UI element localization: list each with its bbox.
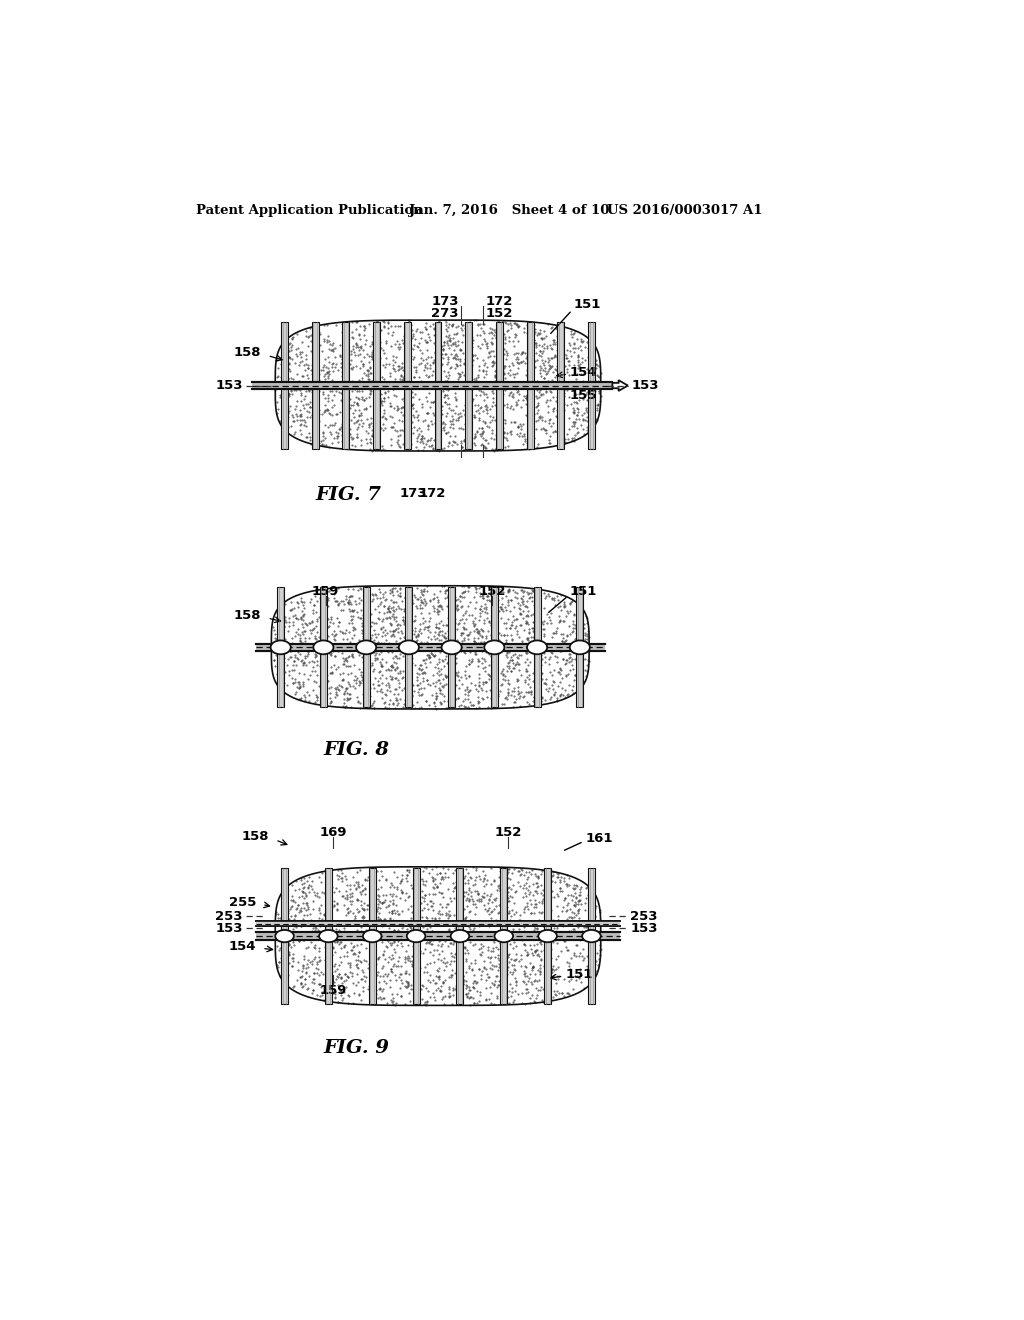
Text: FIG. 9: FIG. 9: [324, 1039, 389, 1057]
Bar: [526, 322, 534, 449]
Ellipse shape: [270, 640, 291, 655]
Ellipse shape: [583, 929, 601, 942]
Bar: [256, 921, 621, 927]
Bar: [281, 322, 288, 449]
Bar: [252, 381, 612, 389]
Bar: [457, 869, 464, 1003]
Ellipse shape: [451, 929, 469, 942]
Text: Patent Application Publication: Patent Application Publication: [197, 205, 423, 218]
Bar: [501, 869, 507, 1003]
Bar: [406, 587, 413, 708]
Ellipse shape: [313, 640, 334, 655]
Bar: [342, 322, 349, 449]
Text: 158: 158: [233, 346, 261, 359]
Ellipse shape: [441, 640, 462, 655]
Ellipse shape: [527, 640, 547, 655]
Text: 253: 253: [215, 909, 243, 923]
Text: FIG. 7: FIG. 7: [315, 486, 382, 504]
Text: 152: 152: [485, 308, 513, 321]
Text: 151: 151: [573, 298, 601, 312]
Bar: [577, 587, 584, 708]
Text: 153: 153: [215, 379, 243, 392]
Bar: [256, 932, 621, 940]
Ellipse shape: [362, 929, 382, 942]
Bar: [588, 869, 595, 1003]
Ellipse shape: [398, 640, 419, 655]
Text: 159: 159: [312, 585, 339, 598]
Bar: [252, 381, 612, 389]
Ellipse shape: [356, 640, 376, 655]
Bar: [373, 322, 380, 449]
Bar: [311, 322, 318, 449]
Text: FIG. 8: FIG. 8: [324, 741, 389, 759]
Text: 172: 172: [485, 296, 513, 308]
Text: 154: 154: [569, 366, 597, 379]
Bar: [403, 322, 411, 449]
Bar: [544, 869, 551, 1003]
Ellipse shape: [495, 929, 513, 942]
Bar: [362, 587, 370, 708]
Bar: [319, 587, 327, 708]
Text: 152: 152: [494, 825, 521, 838]
Text: 173: 173: [399, 487, 427, 500]
Text: 161: 161: [586, 832, 612, 845]
Ellipse shape: [275, 929, 294, 942]
Ellipse shape: [569, 640, 590, 655]
Bar: [534, 587, 541, 708]
Bar: [256, 921, 621, 927]
Ellipse shape: [539, 929, 557, 942]
Text: US 2016/0003017 A1: US 2016/0003017 A1: [607, 205, 763, 218]
Text: 158: 158: [242, 829, 269, 842]
Bar: [256, 644, 604, 651]
Ellipse shape: [319, 929, 338, 942]
Text: 159: 159: [319, 983, 347, 997]
Text: 255: 255: [228, 896, 256, 908]
Text: 151: 151: [569, 585, 597, 598]
Text: 273: 273: [431, 308, 459, 321]
Bar: [256, 932, 621, 940]
Ellipse shape: [484, 640, 505, 655]
Bar: [281, 869, 288, 1003]
Bar: [256, 644, 604, 651]
Ellipse shape: [407, 929, 425, 942]
Text: 253: 253: [630, 909, 657, 923]
Text: 153: 153: [630, 921, 657, 935]
Bar: [449, 587, 455, 708]
Text: 172: 172: [419, 487, 446, 500]
Text: 153: 153: [632, 379, 659, 392]
Bar: [465, 322, 472, 449]
Bar: [278, 587, 285, 708]
Bar: [413, 869, 420, 1003]
FancyArrow shape: [612, 380, 628, 391]
Bar: [496, 322, 503, 449]
Text: 155: 155: [569, 389, 597, 403]
Bar: [588, 322, 595, 449]
Bar: [490, 587, 498, 708]
Bar: [325, 869, 332, 1003]
Text: 169: 169: [319, 825, 347, 838]
Text: 152: 152: [478, 585, 506, 598]
Text: 154: 154: [228, 940, 256, 953]
Bar: [369, 869, 376, 1003]
Text: 158: 158: [233, 609, 261, 622]
Bar: [557, 322, 564, 449]
Text: 151: 151: [566, 968, 593, 981]
Text: 173: 173: [431, 296, 459, 308]
Text: 153: 153: [215, 921, 243, 935]
Text: Jan. 7, 2016   Sheet 4 of 10: Jan. 7, 2016 Sheet 4 of 10: [410, 205, 609, 218]
Bar: [434, 322, 441, 449]
